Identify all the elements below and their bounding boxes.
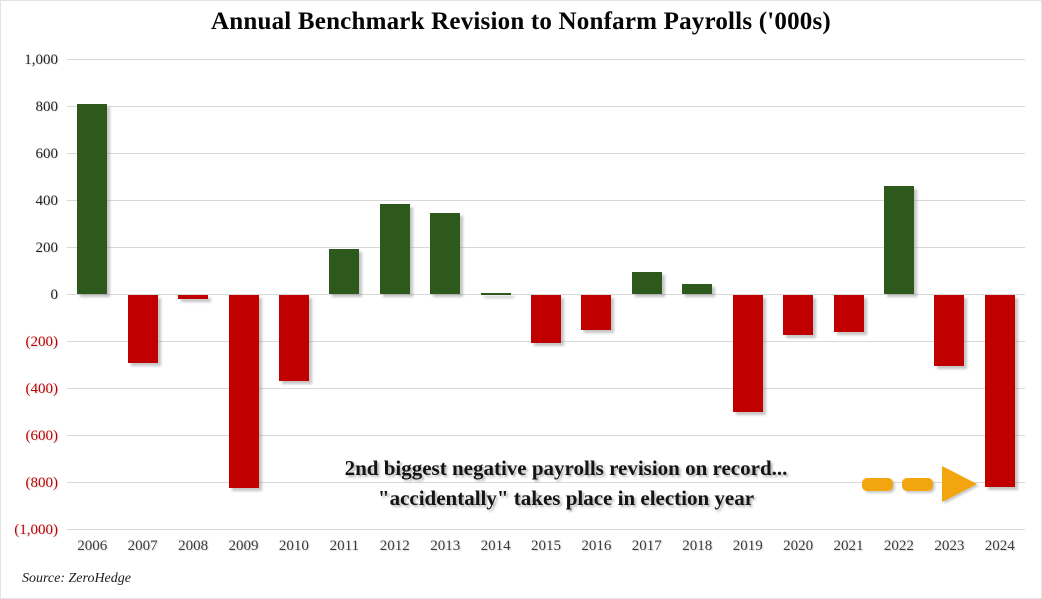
annotation-line-2: "accidentally" takes place in election y… [377,486,755,510]
gridline [67,435,1025,436]
bar-2006 [77,104,108,295]
x-axis-label-2016: 2016 [581,538,612,554]
arrow-dash-icon [862,478,893,491]
y-axis-tick-label: (400) [25,380,59,397]
bar-2014 [480,292,511,295]
x-axis-label-2022: 2022 [883,538,914,554]
gridline [67,482,1025,483]
y-axis-tick-label: (200) [25,333,59,350]
bar-2007 [127,294,158,364]
x-axis-label-2021: 2021 [833,538,864,554]
bar-2013 [430,213,461,295]
x-axis-label-2024: 2024 [984,538,1015,554]
y-axis-tick-label: 1,000 [24,51,58,68]
source-credit: Source: ZeroHedge [22,571,131,586]
bar-2022 [883,185,914,295]
x-axis-label-2020: 2020 [783,538,814,554]
bar-2021 [833,294,864,333]
annotation-text: 2nd biggest negative payrolls revision o… [259,453,873,513]
arrow-head-icon [942,466,977,502]
bar-2023 [934,294,965,367]
x-axis-label-2011: 2011 [329,538,360,554]
bar-2019 [732,294,763,413]
x-axis-label-2008: 2008 [178,538,209,554]
bar-2017 [631,272,662,295]
bar-2015 [531,294,561,344]
bar-2011 [329,249,360,295]
arrow-dash-icon [902,478,933,491]
y-axis-tick-label: (800) [25,474,59,491]
x-axis-label-2018: 2018 [682,538,713,554]
x-axis-label-2010: 2010 [278,538,309,554]
bar-2010 [278,294,309,381]
y-axis-tick-label: 800 [35,98,59,115]
y-axis-tick-label: 600 [35,145,59,162]
bar-2020 [783,294,814,336]
x-axis-label-2014: 2014 [480,538,511,554]
bar-2016 [581,294,612,330]
x-axis-label-2007: 2007 [127,538,158,554]
x-axis-label-2012: 2012 [379,538,410,554]
x-axis-label-2009: 2009 [228,538,259,554]
bar-2008 [178,294,209,300]
x-axis-label-2017: 2017 [631,538,662,554]
gridline [67,153,1025,154]
y-axis-tick-label: (600) [25,427,59,444]
gridline [67,529,1025,530]
gridline [67,388,1025,389]
y-axis-tick-label: (1,000) [14,521,58,538]
chart-title: Annual Benchmark Revision to Nonfarm Pay… [211,8,831,35]
y-axis-tick-label: 0 [50,286,59,303]
x-axis-label-2023: 2023 [934,538,965,554]
bar-2012 [379,203,410,295]
x-axis-label-2006: 2006 [77,538,108,554]
bar-2018 [682,284,713,295]
gridline [67,59,1025,60]
bar-2009 [228,294,259,489]
x-axis-label-2015: 2015 [531,538,561,554]
bar-2024 [984,294,1015,487]
gridline [67,247,1025,248]
x-axis-label-2013: 2013 [430,538,461,554]
y-axis-tick-label: 200 [35,239,59,256]
gridline [67,106,1025,107]
y-axis-tick-label: 400 [35,192,59,209]
x-axis-label-2019: 2019 [732,538,763,554]
annotation-line-1: 2nd biggest negative payrolls revision o… [344,456,788,480]
gridline [67,200,1025,201]
